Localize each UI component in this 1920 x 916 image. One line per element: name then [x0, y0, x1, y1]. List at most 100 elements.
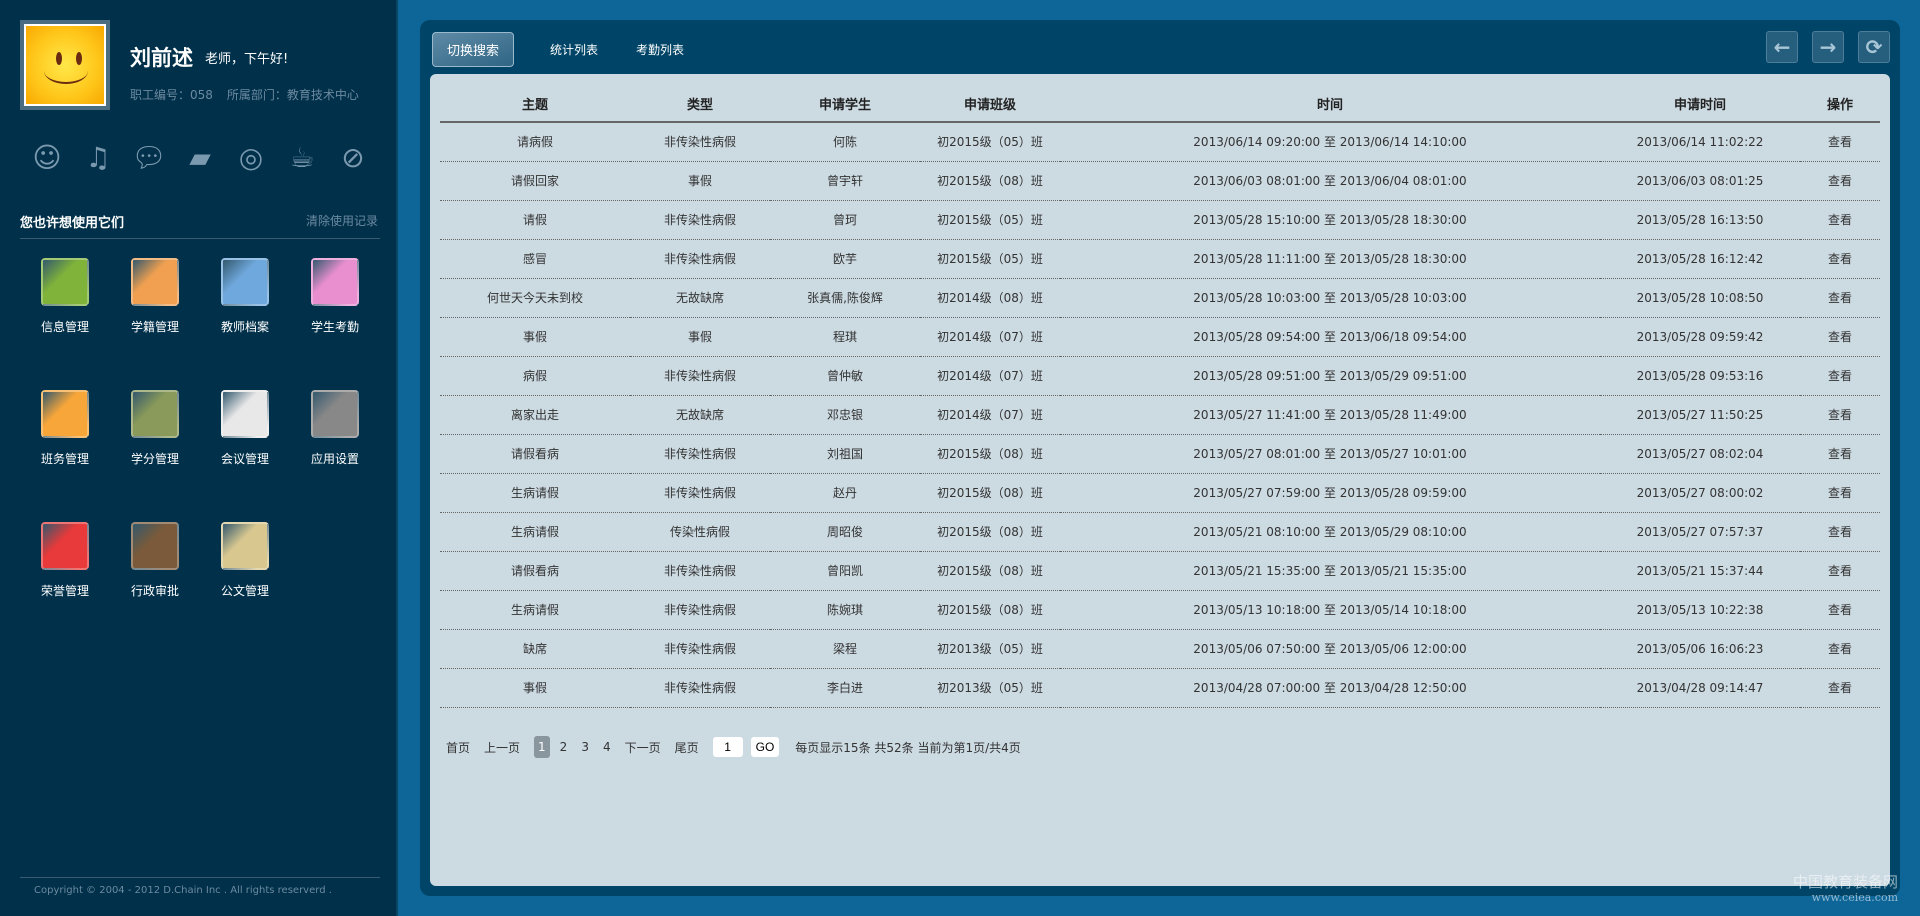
table-cell: 2013/05/27 07:59:00 至 2013/05/28 09:59:0… [1060, 473, 1600, 513]
table-cell: 2013/05/21 15:35:00 至 2013/05/21 15:35:0… [1060, 551, 1600, 591]
table-cell: 2013/06/03 08:01:25 [1600, 161, 1800, 201]
view-link[interactable]: 查看 [1800, 551, 1880, 591]
app-item[interactable]: 学生考勤 [290, 258, 380, 335]
table-row: 事假 非传染性病假 李白进 初2013级（05）班 2013/04/28 07:00:0… [440, 668, 1880, 708]
table-row: 请病假 非传染性病假 何陈 初2015级（05）班 2013/06/14 09:20:0… [440, 122, 1880, 162]
table-cell: 刘祖国 [770, 434, 920, 474]
table-cell: 欧芋 [770, 239, 920, 279]
back-arrow-icon[interactable]: ← [1766, 31, 1798, 63]
app-item[interactable]: 教师档案 [200, 258, 290, 335]
app-grid: 信息管理 学籍管理 教师档案 学生考勤班务管理 学分管理 会议管理 应用设置荣誉管理 行政审批… [20, 258, 380, 599]
view-link[interactable]: 查看 [1800, 317, 1880, 357]
app-item[interactable]: 荣誉管理 [20, 522, 110, 599]
app-item[interactable]: 学分管理 [110, 390, 200, 467]
last-page-link[interactable]: 尾页 [674, 740, 699, 755]
view-link[interactable]: 查看 [1800, 122, 1880, 162]
view-link[interactable]: 查看 [1800, 239, 1880, 279]
view-link[interactable]: 查看 [1800, 473, 1880, 513]
app-label: 教师档案 [220, 320, 269, 334]
table-cell: 周昭俊 [770, 512, 920, 552]
block-icon[interactable]: ⊘ [341, 140, 365, 174]
tab-statistics-list[interactable]: 统计列表 [550, 43, 599, 57]
view-link[interactable]: 查看 [1800, 161, 1880, 201]
tab-switch-search[interactable]: 切换搜索 [432, 32, 515, 67]
department: 所属部门：教育技术中心 [226, 88, 359, 102]
table-cell: 非传染性病假 [630, 629, 770, 669]
table-cell: 请假 [440, 200, 630, 240]
page-4-link[interactable]: 4 [602, 740, 611, 754]
table-cell: 2013/05/13 10:18:00 至 2013/05/14 10:18:0… [1060, 590, 1600, 630]
table-cell: 2013/05/21 15:37:44 [1600, 551, 1800, 591]
table-cell: 非传染性病假 [630, 239, 770, 279]
go-button[interactable]: GO [750, 737, 780, 757]
first-page-link[interactable]: 首页 [446, 740, 471, 755]
view-link[interactable]: 查看 [1800, 356, 1880, 396]
forward-arrow-icon[interactable]: → [1812, 31, 1844, 63]
table-cell: 2013/06/14 09:20:00 至 2013/06/14 14:10:0… [1060, 122, 1600, 162]
clear-history-link[interactable]: 清除使用记录 [305, 214, 378, 228]
tab-attendance-list[interactable]: 考勤列表 [636, 43, 685, 57]
app-icon [311, 390, 359, 438]
view-link[interactable]: 查看 [1800, 629, 1880, 669]
view-link[interactable]: 查看 [1800, 200, 1880, 240]
table-row: 请假看病 非传染性病假 刘祖国 初2015级（08）班 2013/05/27 08:01… [440, 434, 1880, 474]
avatar[interactable] [20, 20, 110, 110]
app-item[interactable]: 信息管理 [20, 258, 110, 335]
smiley-avatar-image [24, 24, 106, 106]
pagination: 首页 上一页 1 2 3 4 下一页 尾页 GO 每页显示15条 共52条 当前… [446, 736, 1035, 758]
table-cell: 初2013级（05）班 [920, 629, 1060, 669]
table-cell: 初2015级（08）班 [920, 512, 1060, 552]
sidebar: 刘前述 老师，下午好! 职工编号：058 所属部门：教育技术中心 ☺ ♫ 💬︎ ▰… [0, 0, 398, 916]
app-label: 行政审批 [130, 584, 179, 598]
app-label: 应用设置 [310, 452, 359, 466]
table-cell: 请假回家 [440, 161, 630, 201]
view-link[interactable]: 查看 [1800, 395, 1880, 435]
app-icon [221, 390, 269, 438]
page-2-link[interactable]: 2 [559, 740, 568, 754]
chat-icon[interactable]: 💬︎ [131, 140, 167, 174]
table-cell: 初2015级（08）班 [920, 473, 1060, 513]
table-cell: 非传染性病假 [630, 551, 770, 591]
view-link[interactable]: 查看 [1800, 434, 1880, 474]
message-icon[interactable]: ☺ [32, 140, 62, 174]
page-3-link[interactable]: 3 [581, 740, 589, 754]
table-cell: 生病请假 [440, 590, 630, 630]
coffee-icon[interactable]: ☕︎ [289, 140, 315, 174]
music-icon[interactable]: ♫ [85, 140, 111, 174]
table-row: 请假看病 非传染性病假 曾阳凯 初2015级（08）班 2013/05/21 15:35… [440, 551, 1880, 591]
staff-id: 职工编号：058 [130, 88, 213, 102]
next-page-link[interactable]: 下一页 [624, 740, 661, 755]
watermark-url: www.ceiea.com [1811, 891, 1898, 904]
table-cell: 无故缺席 [630, 395, 770, 435]
view-link[interactable]: 查看 [1800, 512, 1880, 552]
app-item[interactable]: 学籍管理 [110, 258, 200, 335]
page-1-current[interactable]: 1 [534, 736, 550, 758]
main-panel: 切换搜索 统计列表 考勤列表 ← → ⟳ 主题 类型 申请学生 申请班级 时间 申请时间操… [420, 20, 1900, 896]
table-row: 生病请假 非传染性病假 陈婉琪 初2015级（08）班 2013/05/13 10:18… [440, 590, 1880, 630]
table-row: 事假 事假 程琪 初2014级（07）班 2013/05/28 09:54:00 至 2… [440, 317, 1880, 357]
app-item[interactable]: 会议管理 [200, 390, 290, 467]
app-item[interactable]: 公文管理 [200, 522, 290, 599]
page-number-input[interactable] [712, 737, 743, 757]
view-link[interactable]: 查看 [1800, 590, 1880, 630]
table-cell: 2013/05/28 16:12:42 [1600, 239, 1800, 279]
app-label: 班务管理 [40, 452, 89, 466]
table-cell: 感冒 [440, 239, 630, 279]
prev-page-link[interactable]: 上一页 [484, 740, 521, 755]
app-label: 公文管理 [220, 584, 269, 598]
app-item[interactable]: 行政审批 [110, 522, 200, 599]
app-item[interactable]: 班务管理 [20, 390, 110, 467]
table-cell: 初2015级（08）班 [920, 590, 1060, 630]
app-icon [131, 522, 179, 570]
app-item[interactable]: 应用设置 [290, 390, 380, 467]
broadcast-icon[interactable]: ◎ [238, 140, 264, 174]
table-cell: 2013/04/28 09:14:47 [1600, 668, 1800, 708]
column-header: 申请时间 [1600, 86, 1800, 123]
view-link[interactable]: 查看 [1800, 668, 1880, 708]
refresh-icon[interactable]: ⟳ [1858, 31, 1890, 63]
leave-table: 主题 类型 申请学生 申请班级 时间 申请时间 操作 请病假 非传染性病假 何陈 初2015级（0… [440, 86, 1880, 708]
table-cell: 2013/05/27 08:01:00 至 2013/05/27 10:01:0… [1060, 434, 1600, 474]
view-link[interactable]: 查看 [1800, 278, 1880, 318]
folder-icon[interactable]: ▰ [189, 140, 211, 174]
table-cell: 曾宇轩 [770, 161, 920, 201]
